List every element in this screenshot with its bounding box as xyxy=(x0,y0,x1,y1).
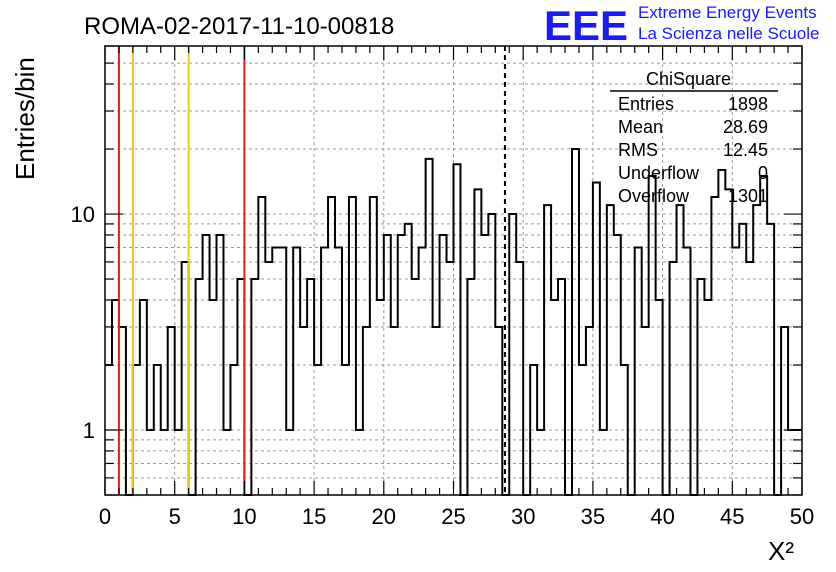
stats-box: ChiSquare Entries 1898 Mean 28.69 RMS 12.45 Un… xyxy=(610,69,778,206)
histogram-bin xyxy=(718,170,725,495)
histogram-bin xyxy=(516,262,523,495)
histogram-bin xyxy=(293,247,300,495)
histogram-bin xyxy=(495,327,502,495)
histogram-bin xyxy=(251,279,258,495)
stats-row-label: Mean xyxy=(618,117,663,137)
stats-row-value: 1301 xyxy=(728,186,768,206)
x-tick-label: 50 xyxy=(790,504,814,529)
marker-lines xyxy=(117,46,506,495)
histogram-bin xyxy=(182,262,189,495)
stats-row-label: Overflow xyxy=(618,186,690,206)
histogram-bin xyxy=(377,300,384,495)
stats-row-label: RMS xyxy=(618,140,658,160)
histogram-bin xyxy=(419,247,426,495)
stats-header: ChiSquare xyxy=(646,69,731,89)
histogram-bin xyxy=(697,279,704,495)
histogram-bin xyxy=(307,279,314,495)
x-tick-label: 15 xyxy=(302,504,326,529)
y-axis-label: Entries/bin xyxy=(10,57,40,180)
stats-row-value: 0 xyxy=(758,163,768,183)
x-tick-label: 0 xyxy=(99,504,111,529)
histogram-bin xyxy=(509,214,516,495)
histogram-bars xyxy=(105,148,802,496)
x-tick-label: 30 xyxy=(511,504,535,529)
histogram-bin xyxy=(704,300,711,495)
histogram-bin xyxy=(635,247,642,495)
y-tick-label: 1 xyxy=(83,418,95,443)
histogram-bin xyxy=(642,327,649,495)
histogram-outline xyxy=(105,148,802,496)
y-tick-labels: 1 10 xyxy=(71,202,95,443)
histogram-bin xyxy=(119,327,126,495)
histogram-bin xyxy=(711,197,718,495)
histogram-bin xyxy=(335,247,342,495)
histogram-bin xyxy=(544,205,551,495)
histogram-bin xyxy=(433,327,440,495)
histogram-bin xyxy=(370,197,377,495)
histogram-bin xyxy=(467,279,474,495)
histogram-bin xyxy=(196,279,203,495)
x-tick-label: 35 xyxy=(581,504,605,529)
histogram-bin xyxy=(488,214,495,495)
histogram-bin xyxy=(656,300,663,495)
histogram-bin xyxy=(140,300,147,495)
x-tick-label: 20 xyxy=(372,504,396,529)
histogram-bin xyxy=(767,224,774,495)
x-axis-label: X² xyxy=(768,536,794,566)
histogram-bin xyxy=(558,279,565,495)
histogram-bin xyxy=(412,279,419,495)
histogram-bin xyxy=(112,300,119,495)
logo-line-2: La Scienza nelle Scuole xyxy=(638,24,819,43)
histogram-bin xyxy=(279,247,286,495)
histogram-bin xyxy=(593,182,600,495)
x-tick-label: 10 xyxy=(232,504,256,529)
histogram-bin xyxy=(363,327,370,495)
x-tick-label: 5 xyxy=(169,504,181,529)
eee-logo: EEE Extreme Energy Events La Scienza nel… xyxy=(544,2,819,49)
x-tick-label: 40 xyxy=(650,504,674,529)
stats-row-value: 28.69 xyxy=(723,117,768,137)
y-tick-label: 10 xyxy=(71,202,95,227)
histogram-bin xyxy=(732,247,739,495)
axis-ticks xyxy=(104,45,803,496)
histogram-bin xyxy=(272,247,279,495)
histogram-bin xyxy=(586,327,593,495)
histogram-bin xyxy=(670,262,677,495)
x-tick-label: 45 xyxy=(720,504,744,529)
histogram-bin xyxy=(572,149,579,495)
histogram-bin xyxy=(677,205,684,495)
stats-row-label: Underflow xyxy=(618,163,700,183)
histogram-bin xyxy=(265,262,272,495)
histogram-bin xyxy=(753,205,760,495)
histogram-bin xyxy=(321,247,328,495)
histogram-bin xyxy=(746,262,753,495)
stats-row-label: Entries xyxy=(618,94,674,114)
logo-line-1: Extreme Energy Events xyxy=(638,3,817,22)
x-tick-label: 25 xyxy=(441,504,465,529)
eee-logo-mark: EEE xyxy=(544,2,628,49)
histogram-bin xyxy=(168,327,175,495)
x-tick-labels: 0 5 10 15 20 25 30 35 40 45 50 xyxy=(99,504,814,529)
chart-title: ROMA-02-2017-11-10-00818 xyxy=(84,13,394,40)
histogram-bin xyxy=(447,262,454,495)
stats-row-value: 1898 xyxy=(728,94,768,114)
histogram-bin xyxy=(258,197,265,495)
histogram-bin xyxy=(328,197,335,495)
histogram-bin xyxy=(405,224,412,495)
histogram-bin xyxy=(739,224,746,495)
histogram-bin xyxy=(607,205,614,495)
histogram-bin xyxy=(237,279,244,495)
histogram-bin xyxy=(391,327,398,495)
histogram-bin xyxy=(300,327,307,495)
histogram-bin xyxy=(781,327,788,495)
histogram-bin xyxy=(210,300,217,495)
histogram-bin xyxy=(551,300,558,495)
histogram-bin xyxy=(684,247,691,495)
histogram-bin xyxy=(349,197,356,495)
stats-row-value: 12.45 xyxy=(723,140,768,160)
